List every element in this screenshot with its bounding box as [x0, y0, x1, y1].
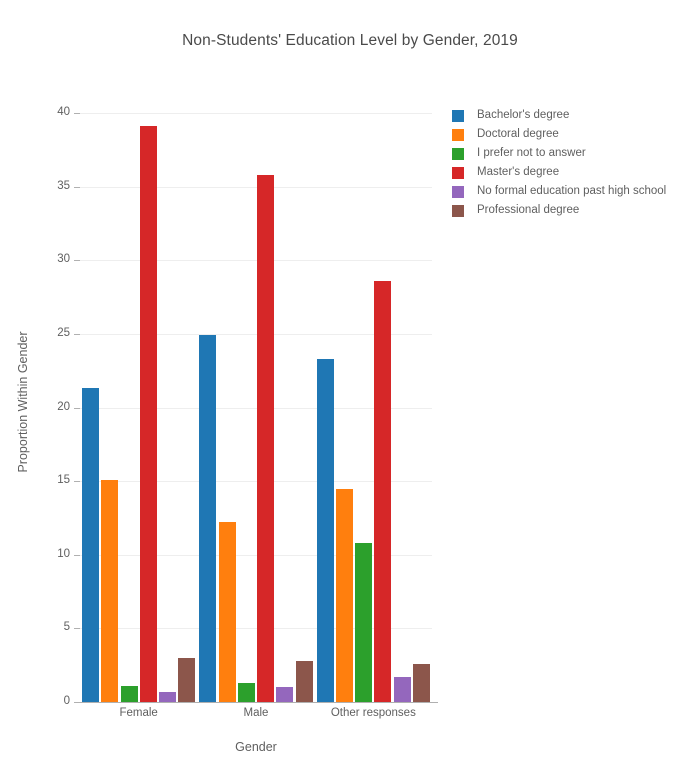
y-axis-tick-label: 35: [57, 179, 70, 192]
bar-group: [197, 113, 314, 702]
bar[interactable]: [120, 685, 138, 702]
plot-area: [80, 113, 432, 702]
y-axis-tick-label: 0: [63, 695, 70, 707]
bar[interactable]: [316, 358, 334, 702]
y-axis-tick-label: 15: [57, 474, 70, 487]
bar[interactable]: [199, 335, 217, 702]
legend-swatch-icon: [452, 185, 464, 198]
bar[interactable]: [295, 660, 313, 702]
legend-item-label: Professional degree: [477, 203, 580, 216]
bar[interactable]: [237, 682, 255, 702]
y-axis-tick-label: 10: [57, 547, 70, 560]
bar[interactable]: [101, 479, 119, 702]
gridline: [80, 554, 432, 556]
y-axis-title: Proportion Within Gender: [16, 331, 30, 473]
y-axis-tick-label: 40: [57, 106, 70, 118]
bar-group: [80, 113, 197, 702]
legend-item[interactable]: Professional degree: [452, 201, 696, 220]
legend-item-label: No formal education past high school: [477, 184, 667, 197]
y-axis-tick-mark: [74, 260, 80, 262]
gridline: [80, 407, 432, 409]
x-axis-title: Gender: [235, 740, 277, 754]
bar[interactable]: [139, 126, 157, 702]
legend-swatch-icon: [452, 109, 464, 122]
chart-title: Non-Students' Education Level by Gender,…: [182, 32, 518, 49]
x-axis-tick-label: Other responses: [330, 707, 416, 719]
bar[interactable]: [257, 174, 275, 702]
y-axis-tick-label: 5: [63, 621, 70, 634]
legend-item-label: Master's degree: [477, 165, 560, 178]
legend-item[interactable]: Bachelor's degree: [452, 106, 696, 125]
legend-swatch-icon: [452, 147, 464, 160]
legend-swatch-icon: [452, 128, 464, 141]
x-axis-tick-label: Female: [119, 707, 158, 719]
gridline: [80, 481, 432, 483]
legend-item[interactable]: No formal education past high school: [452, 182, 696, 201]
gridline: [80, 628, 432, 630]
bar[interactable]: [218, 522, 236, 702]
legend-item[interactable]: I prefer not to answer: [452, 144, 696, 163]
y-axis-tick-mark: [74, 113, 80, 114]
bar[interactable]: [374, 280, 392, 702]
y-axis-tick-mark: [74, 333, 80, 335]
legend-swatch-icon: [452, 166, 464, 179]
y-axis-tick-mark: [74, 481, 80, 483]
legend-item[interactable]: Doctoral degree: [452, 125, 696, 144]
bar[interactable]: [276, 687, 294, 702]
y-axis-tick-mark: [74, 628, 80, 630]
bar[interactable]: [335, 488, 353, 702]
bar[interactable]: [393, 676, 411, 702]
y-axis-tick-mark: [74, 702, 80, 703]
bar[interactable]: [178, 657, 196, 702]
chart-legend: Bachelor's degree Doctoral degree I prefer…: [452, 106, 696, 220]
legend-item-label: Bachelor's degree: [477, 108, 570, 121]
legend-item-label: Doctoral degree: [477, 127, 559, 140]
gridline: [80, 333, 432, 335]
gridline: [80, 186, 432, 188]
y-axis-tick-mark: [74, 554, 80, 556]
bar[interactable]: [413, 663, 431, 702]
bar[interactable]: [159, 691, 177, 702]
y-axis-tick-label: 25: [57, 326, 70, 339]
y-axis-tick-mark: [74, 186, 80, 188]
x-axis-tick-label: Male: [243, 707, 269, 719]
legend-item-label: I prefer not to answer: [477, 146, 586, 159]
y-axis-tick-mark: [74, 407, 80, 409]
bar[interactable]: [355, 542, 373, 702]
y-axis-tick-labels: 0 5 10 15 20 25 30 35 40: [34, 0, 70, 784]
y-axis-tick-label: 20: [57, 400, 70, 413]
y-axis-tick-label: 30: [57, 253, 70, 266]
legend-swatch-icon: [452, 204, 464, 217]
x-axis-line: [74, 702, 438, 703]
gridline: [80, 260, 432, 262]
gridline: [80, 113, 432, 114]
legend-item[interactable]: Master's degree: [452, 163, 696, 182]
bar-group: [315, 113, 432, 702]
bar[interactable]: [81, 388, 99, 702]
